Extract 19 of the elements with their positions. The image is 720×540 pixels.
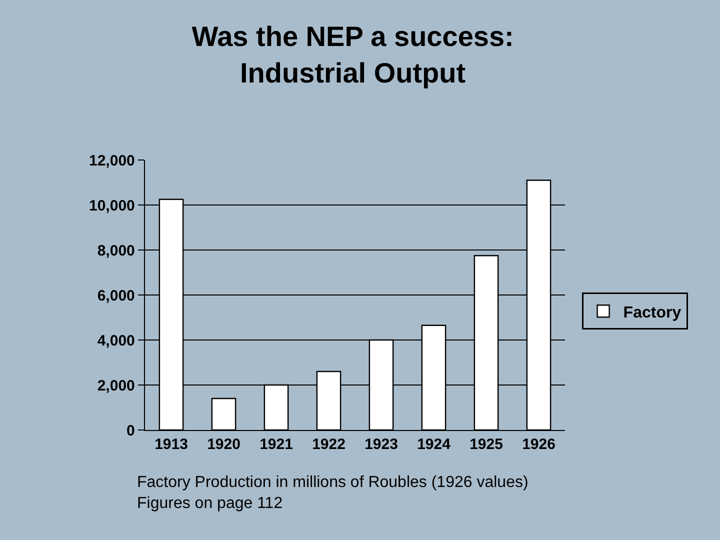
y-tick-label: 2,000 — [97, 377, 135, 394]
legend-label: Factory — [623, 304, 682, 322]
x-tick-label: 1913 — [154, 436, 188, 454]
x-tick-label: 1921 — [260, 436, 293, 454]
text: Factory Production in millions of Roubles (1926 values) — [137, 474, 528, 491]
x-tick-label: 1920 — [207, 436, 240, 454]
x-tick-label: 1923 — [364, 436, 398, 454]
x-tick-label: 1922 — [312, 436, 346, 454]
y-tick-label: 12,000 — [89, 152, 135, 170]
y-tick-label: 10,000 — [89, 197, 135, 214]
y-tick-label: 4,000 — [97, 332, 135, 350]
x-tick-label: 1925 — [470, 436, 503, 454]
y-tick-label: 8,000 — [97, 242, 135, 260]
x-tick-label: 1924 — [417, 436, 452, 454]
y-tick-label: 6,000 — [97, 287, 135, 304]
y-tick-label: 0 — [126, 422, 135, 440]
chart-title: Was the NEP a success: Industrial Output — [192, 20, 514, 88]
text: Figures on page 112 — [137, 495, 283, 512]
x-tick-label: 1926 — [522, 436, 556, 454]
